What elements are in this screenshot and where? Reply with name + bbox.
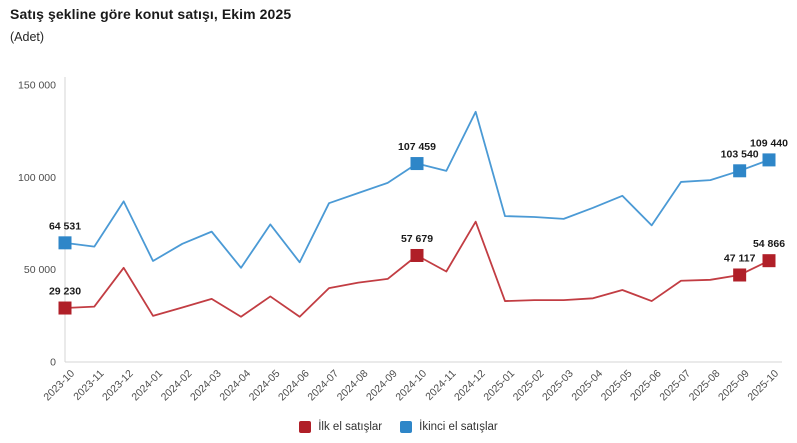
x-tick-label: 2024-02: [159, 368, 195, 404]
x-tick-label: 2025-07: [657, 368, 693, 404]
x-tick-label: 2023-12: [100, 368, 136, 404]
data-point-label: 109 440: [750, 137, 788, 149]
housing-sales-line-chart: 0 50 000 100 000 150 000 2023-102023-112023-…: [18, 77, 788, 404]
data-point-marker[interactable]: [733, 268, 747, 282]
x-tick-label: 2025-08: [687, 368, 723, 404]
data-point-marker[interactable]: [762, 153, 776, 167]
data-point-marker[interactable]: [410, 157, 424, 171]
y-tick-label: 150 000: [18, 80, 56, 92]
x-tick-label: 2024-12: [452, 368, 488, 404]
x-tick-label: 2024-07: [305, 368, 341, 404]
data-point-label: 57 679: [401, 233, 433, 245]
x-tick-label: 2025-09: [716, 368, 752, 404]
y-tick-label: 100 000: [18, 172, 56, 184]
x-tick-label: 2024-06: [276, 368, 312, 404]
chart-legend: İlk el satışlar İkinci el satışlar: [0, 421, 797, 433]
legend-color-swatch-icon: [299, 421, 312, 433]
x-tick-label: 2024-09: [364, 368, 400, 404]
x-tick-label: 2025-06: [628, 368, 664, 404]
data-point-label: 29 230: [49, 286, 81, 298]
x-tick-label: 2025-02: [511, 368, 547, 404]
x-tick-label: 2024-05: [247, 368, 283, 404]
x-tick-label: 2024-04: [217, 368, 253, 404]
chart-header: Satış şekline göre konut satışı, Ekim 20…: [10, 6, 291, 44]
x-tick-label: 2025-03: [540, 368, 576, 404]
x-tick-label: 2024-03: [188, 368, 224, 404]
data-point-label: 47 117: [724, 252, 756, 264]
x-tick-label: 2023-11: [71, 368, 106, 403]
legend-item-label: İlk el satışlar: [318, 421, 383, 433]
chart-title: Satış şekline göre konut satışı, Ekim 20…: [10, 6, 292, 22]
x-tick-label: 2025-01: [481, 368, 517, 404]
data-point-label: 64 531: [49, 220, 81, 232]
x-tick-label: 2024-10: [393, 368, 429, 404]
legend-item-1[interactable]: İkinci el satışlar: [400, 421, 498, 433]
data-point-label: 54 866: [753, 238, 785, 250]
y-tick-label: 50 000: [24, 264, 56, 276]
data-point-label: 103 540: [721, 148, 759, 160]
x-tick-label: 2024-08: [335, 368, 371, 404]
data-point-marker[interactable]: [58, 236, 72, 250]
data-point-marker[interactable]: [733, 164, 747, 178]
x-tick-label: 2024-01: [129, 368, 165, 404]
legend-item-label: İkinci el satışlar: [419, 421, 498, 433]
legend-item-0[interactable]: İlk el satışlar: [299, 421, 382, 433]
data-point-marker[interactable]: [410, 248, 424, 262]
chart-subtitle: (Adet): [10, 30, 45, 44]
data-point-marker[interactable]: [58, 301, 72, 315]
x-tick-label: 2025-05: [599, 368, 635, 404]
data-point-marker[interactable]: [762, 254, 776, 268]
x-tick-label: 2023-10: [41, 368, 77, 404]
y-tick-label: 0: [50, 357, 56, 369]
x-tick-label: 2024-11: [423, 368, 458, 403]
x-tick-label: 2025-10: [745, 368, 781, 404]
legend-color-swatch-icon: [400, 421, 413, 433]
x-tick-label: 2025-04: [569, 368, 605, 404]
data-point-label: 107 459: [398, 141, 436, 153]
